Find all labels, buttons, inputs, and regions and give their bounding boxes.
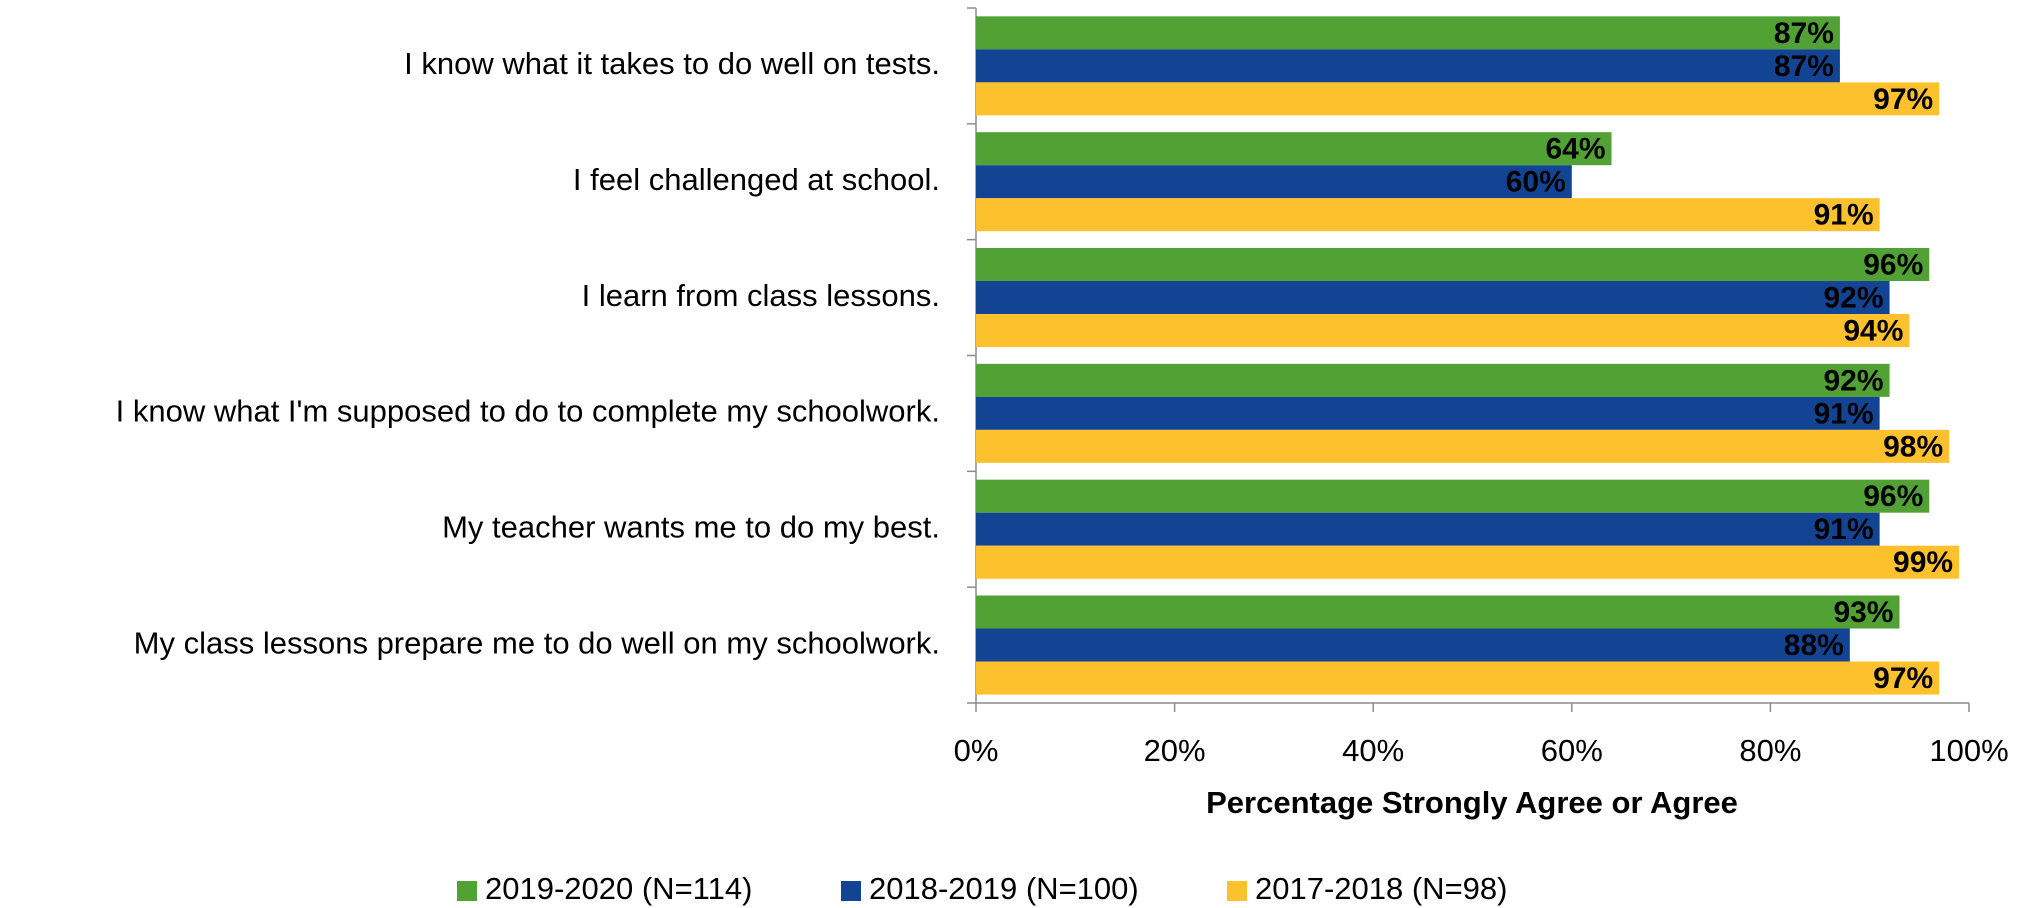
y-tick-label: My teacher wants me to do my best. bbox=[442, 509, 940, 544]
value-label: 97% bbox=[1873, 662, 1933, 695]
bar bbox=[976, 512, 1880, 546]
bar bbox=[976, 198, 1880, 232]
bar bbox=[976, 82, 1940, 116]
bar bbox=[976, 49, 1840, 83]
value-label: 93% bbox=[1833, 596, 1893, 629]
y-tick-label: My class lessons prepare me to do well o… bbox=[134, 625, 940, 660]
legend-swatch bbox=[841, 881, 861, 901]
value-label: 88% bbox=[1784, 629, 1844, 662]
value-label: 92% bbox=[1824, 364, 1884, 397]
legend-swatch bbox=[1227, 881, 1247, 901]
bar bbox=[976, 396, 1880, 430]
x-tick-label: 20% bbox=[1144, 733, 1206, 768]
bar bbox=[976, 595, 1900, 629]
bar bbox=[976, 628, 1850, 662]
bar bbox=[976, 479, 1930, 513]
x-tick-label: 100% bbox=[1929, 733, 2008, 768]
value-label: 91% bbox=[1814, 199, 1874, 232]
value-label: 64% bbox=[1545, 133, 1605, 166]
y-tick-label: I know what I'm supposed to do to comple… bbox=[116, 394, 940, 429]
value-label: 92% bbox=[1824, 281, 1884, 314]
bar bbox=[976, 429, 1950, 463]
bar bbox=[976, 248, 1930, 282]
value-label: 99% bbox=[1893, 546, 1953, 579]
legend-label: 2019-2020 (N=114) bbox=[485, 871, 752, 906]
y-tick-label: I learn from class lessons. bbox=[582, 278, 940, 313]
value-label: 96% bbox=[1863, 248, 1923, 281]
value-label: 94% bbox=[1843, 314, 1903, 347]
value-label: 91% bbox=[1814, 513, 1874, 546]
legend-swatch bbox=[457, 881, 477, 901]
bar bbox=[976, 16, 1840, 50]
value-label: 98% bbox=[1883, 430, 1943, 463]
bar bbox=[976, 363, 1890, 397]
x-tick-label: 60% bbox=[1541, 733, 1603, 768]
x-tick-label: 40% bbox=[1342, 733, 1404, 768]
y-tick-label: I know what it takes to do well on tests… bbox=[404, 46, 940, 81]
value-label: 87% bbox=[1774, 17, 1834, 50]
y-tick-label: I feel challenged at school. bbox=[573, 162, 940, 197]
legend-label: 2018-2019 (N=100) bbox=[869, 871, 1139, 906]
value-label: 91% bbox=[1814, 397, 1874, 430]
bar bbox=[976, 165, 1572, 199]
value-label: 96% bbox=[1863, 480, 1923, 513]
value-label: 87% bbox=[1774, 50, 1834, 83]
value-label: 60% bbox=[1506, 166, 1566, 199]
bar bbox=[976, 132, 1612, 166]
bar bbox=[976, 281, 1890, 315]
legend-label: 2017-2018 (N=98) bbox=[1255, 871, 1507, 906]
x-axis-title: Percentage Strongly Agree or Agree bbox=[1206, 785, 1738, 820]
bar bbox=[976, 545, 1960, 579]
bar bbox=[976, 661, 1940, 695]
x-tick-label: 0% bbox=[954, 733, 999, 768]
value-label: 97% bbox=[1873, 83, 1933, 116]
x-tick-label: 80% bbox=[1739, 733, 1801, 768]
bar bbox=[976, 314, 1910, 348]
